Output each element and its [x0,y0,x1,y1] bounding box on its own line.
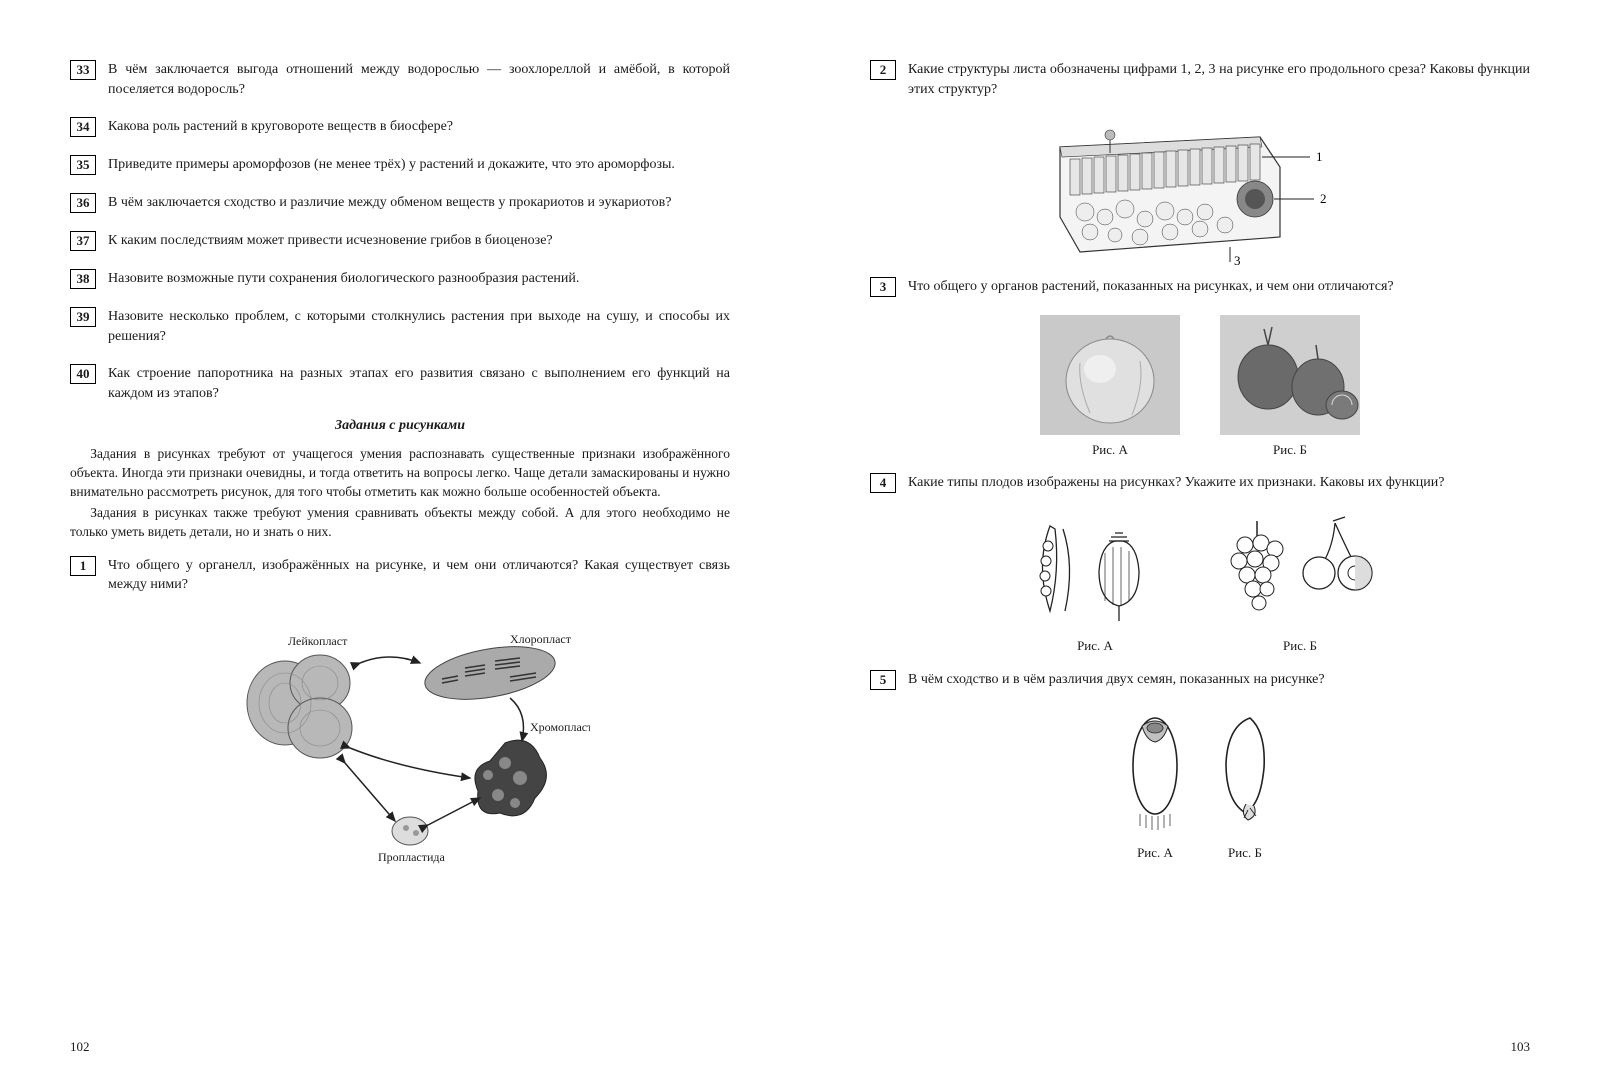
caption-a: Рис. А [1040,441,1180,459]
question-number: 5 [870,670,896,690]
question-number: 37 [70,231,96,251]
page-right: 2 Какие структуры листа обозначены цифра… [800,0,1600,1080]
question-text: Назовите несколько проблем, с которыми с… [108,307,730,346]
question-33: 33 В чём заключается выгода отношений меж… [70,60,730,99]
question-text: Что общего у органов растений, показанны… [908,277,1530,297]
page-number: 103 [1511,1038,1531,1056]
page-left: 33 В чём заключается выгода отношений меж… [0,0,800,1080]
question-1: 1 Что общего у органелл, изображённых на… [70,556,730,595]
question-5: 5 В чём сходство и в чём различия двух с… [870,670,1530,690]
question-number: 38 [70,269,96,289]
question-number: 40 [70,364,96,384]
question-38: 38 Назовите возможные пути сохранения био… [70,269,730,289]
question-text: В чём заключается выгода отношений между… [108,60,730,99]
question-2: 2 Какие структуры листа обозначены цифра… [870,60,1530,99]
leaf-label-2: 2 [1320,191,1327,206]
question-text: В чём сходство и в чём различия двух сем… [908,670,1530,690]
figure-onion-beet: Рис. А Рис. Б [870,315,1530,459]
question-39: 39 Назовите несколько проблем, с которыми… [70,307,730,346]
question-number: 34 [70,117,96,137]
section-title: Задания с рисунками [70,416,730,436]
caption-b: Рис. Б [1210,844,1280,862]
question-36: 36 В чём заключается сходство и различие … [70,193,730,213]
question-number: 3 [870,277,896,297]
question-35: 35 Приведите примеры ароморфозов (не мене… [70,155,730,175]
question-number: 4 [870,473,896,493]
question-4: 4 Какие типы плодов изображены на рисунк… [870,473,1530,493]
question-34: 34 Какова роль растений в круговороте вещ… [70,117,730,137]
question-number: 39 [70,307,96,327]
label-chromoplast: Хромопласт [530,720,590,734]
caption-b: Рис. Б [1215,637,1385,655]
label-chloroplast: Хлоропласт [510,632,572,646]
intro-paragraph-1: Задания в рисунках требуют от учащегося … [70,445,730,502]
question-number: 1 [70,556,96,576]
question-text: Как строение папоротника на разных этапа… [108,364,730,403]
page-number: 102 [70,1038,90,1056]
question-number: 36 [70,193,96,213]
label-proplastid: Пропластида [378,850,446,864]
label-leucoplast: Лейкопласт [288,634,348,648]
question-text: Какова роль растений в круговороте вещес… [108,117,730,137]
question-number: 35 [70,155,96,175]
question-number: 33 [70,60,96,80]
figure-fruits: Рис. А [870,511,1530,655]
caption-a: Рис. А [1120,844,1190,862]
question-text: Назовите возможные пути сохранения биоло… [108,269,730,289]
question-37: 37 К каким последствиям может привести ис… [70,231,730,251]
figure-seeds: Рис. А Рис. Б [870,708,1530,862]
caption-a: Рис. А [1015,637,1175,655]
question-text: Какие структуры листа обозначены цифрами… [908,60,1530,99]
question-text: Какие типы плодов изображены на рисунках… [908,473,1530,493]
question-text: К каким последствиям может привести исче… [108,231,730,251]
question-text: В чём заключается сходство и различие ме… [108,193,730,213]
figure-leaf-section: 1 2 3 [870,117,1530,267]
caption-b: Рис. Б [1220,441,1360,459]
leaf-label-1: 1 [1316,149,1323,164]
question-text: Что общего у органелл, изображённых на р… [108,556,730,595]
question-number: 2 [870,60,896,80]
intro-paragraph-2: Задания в рисунках также требуют умения … [70,504,730,542]
figure-plastids: Лейкопласт Хлоропласт Хром [70,613,730,873]
question-40: 40 Как строение папоротника на разных эта… [70,364,730,403]
question-3: 3 Что общего у органов растений, показан… [870,277,1530,297]
question-text: Приведите примеры ароморфозов (не менее … [108,155,730,175]
leaf-label-3: 3 [1234,253,1241,267]
